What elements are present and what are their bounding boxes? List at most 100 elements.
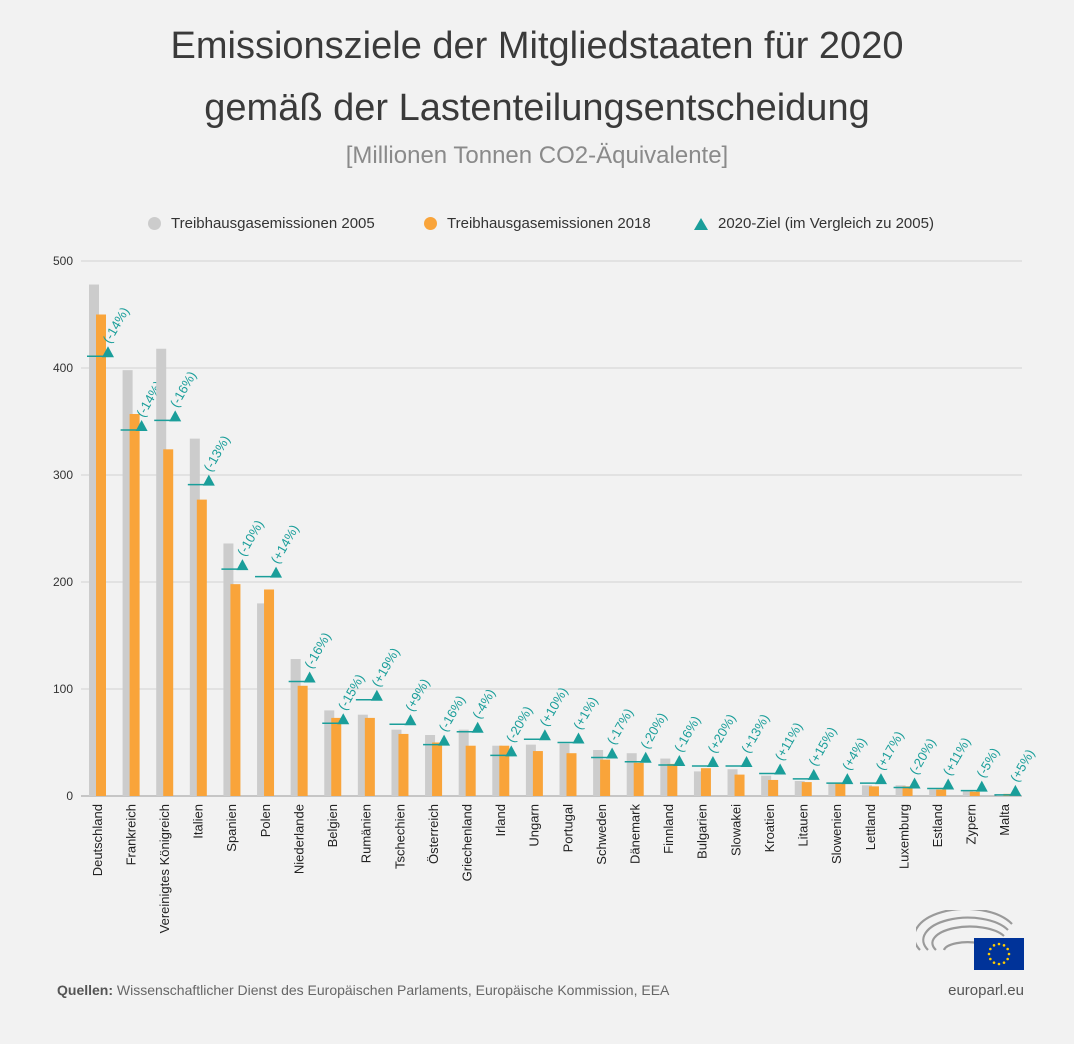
category-label: Lettland bbox=[863, 804, 878, 850]
target-marker bbox=[169, 410, 182, 422]
target-percent-label: (-16%) bbox=[436, 693, 468, 734]
bar-2005 bbox=[962, 790, 973, 796]
source-label: Quellen: bbox=[57, 982, 114, 998]
target-marker bbox=[673, 754, 686, 766]
bar-2005 bbox=[189, 438, 200, 796]
bar-2005 bbox=[861, 785, 872, 796]
category-label: Vereinigtes Königreich bbox=[157, 804, 172, 933]
legend-circle-orange-icon bbox=[424, 217, 437, 230]
category-label: Rumänien bbox=[359, 804, 374, 863]
target-marker bbox=[740, 756, 753, 768]
bar-2005 bbox=[492, 745, 503, 796]
category-label: Bulgarien bbox=[695, 804, 710, 859]
target-percent-label: (-16%) bbox=[301, 630, 333, 671]
target-marker bbox=[639, 751, 652, 763]
bar-2005 bbox=[223, 543, 234, 796]
category-label: Griechenland bbox=[459, 804, 474, 881]
target-percent-label: (-20%) bbox=[906, 736, 938, 777]
target-marker bbox=[975, 780, 988, 792]
target-marker bbox=[337, 713, 350, 725]
eu-star-icon bbox=[989, 947, 992, 951]
bar-2005 bbox=[122, 370, 133, 796]
target-marker bbox=[841, 773, 854, 785]
target-marker bbox=[942, 778, 955, 790]
legend-label-2005: Treibhausgasemissionen 2005 bbox=[171, 215, 375, 232]
bar-2005 bbox=[828, 783, 839, 796]
bar-2005 bbox=[693, 771, 704, 796]
legend-triangle-icon bbox=[694, 217, 708, 230]
target-marker bbox=[370, 689, 383, 701]
eu-star-icon bbox=[997, 962, 1001, 966]
target-marker bbox=[774, 763, 787, 775]
category-label: Deutschland bbox=[90, 804, 105, 876]
bar-2018 bbox=[264, 589, 275, 796]
target-percent-label: (-16%) bbox=[671, 713, 703, 754]
legend-item-2005: Treibhausgasemissionen 2005 bbox=[148, 215, 375, 232]
bar-2018 bbox=[566, 753, 577, 796]
y-tick-label: 200 bbox=[53, 575, 73, 589]
bar-2005 bbox=[727, 769, 738, 796]
target-marker bbox=[404, 714, 417, 726]
target-percent-label: (+10%) bbox=[537, 685, 571, 729]
target-marker bbox=[270, 566, 283, 578]
category-label: Spanien bbox=[224, 804, 239, 852]
bar-2005 bbox=[761, 775, 772, 796]
bar-2005 bbox=[626, 753, 637, 796]
bar-2018 bbox=[432, 742, 443, 796]
bar-2018 bbox=[465, 745, 476, 796]
category-label: Kroatien bbox=[762, 804, 777, 852]
bar-2005 bbox=[458, 729, 469, 796]
target-marker bbox=[1009, 784, 1022, 796]
category-label: Tschechien bbox=[392, 804, 407, 869]
bar-2005 bbox=[257, 603, 268, 796]
bar-2018 bbox=[969, 791, 980, 796]
bar-2005 bbox=[559, 743, 570, 796]
bar-2005 bbox=[895, 785, 906, 796]
chart-title-line1: Emissionsziele der Mitgliedstaaten für 2… bbox=[170, 25, 904, 67]
target-marker bbox=[102, 346, 114, 358]
eu-star-icon bbox=[1002, 961, 1006, 964]
source-text: Wissenschaftlicher Dienst des Europäisch… bbox=[116, 982, 670, 998]
bar-2018 bbox=[667, 763, 678, 796]
target-marker bbox=[874, 773, 887, 785]
target-marker bbox=[807, 768, 820, 780]
category-label: Slowenien bbox=[829, 804, 844, 864]
legend-item-2018: Treibhausgasemissionen 2018 bbox=[424, 215, 651, 232]
category-label: Österreich bbox=[426, 804, 441, 864]
y-tick-label: 300 bbox=[53, 468, 73, 482]
bar-2018 bbox=[600, 759, 611, 796]
bar-2018 bbox=[700, 768, 711, 796]
bar-2018 bbox=[364, 717, 375, 796]
bar-2005 bbox=[794, 781, 805, 796]
target-percent-label: (-5%) bbox=[973, 745, 1002, 780]
target-percent-label: (+13%) bbox=[738, 711, 772, 755]
bar-2018 bbox=[96, 314, 106, 796]
target-marker bbox=[236, 559, 249, 571]
bar-2005 bbox=[324, 710, 335, 796]
bar-2018 bbox=[331, 717, 342, 796]
chart-subtitle: [Millionen Tonnen CO2-Äquivalente] bbox=[345, 142, 729, 169]
target-percent-label: (-17%) bbox=[604, 706, 636, 747]
bar-2005 bbox=[929, 789, 940, 796]
category-label: Portugal bbox=[560, 804, 575, 853]
eu-star-icon bbox=[997, 942, 1001, 946]
target-percent-label: (+1%) bbox=[570, 694, 601, 732]
target-percent-label: (+14%) bbox=[268, 522, 302, 566]
european-parliament-logo bbox=[916, 910, 1024, 970]
eu-star-icon bbox=[1002, 944, 1006, 947]
category-label: Finnland bbox=[661, 804, 676, 854]
bar-2018 bbox=[936, 789, 947, 796]
category-label: Schweden bbox=[594, 804, 609, 865]
site-link[interactable]: europarl.eu bbox=[948, 982, 1024, 999]
target-marker bbox=[202, 474, 215, 486]
source-note: Quellen: Wissenschaftlicher Dienst des E… bbox=[57, 982, 669, 998]
eu-star-icon bbox=[1006, 957, 1009, 961]
target-percent-label: (-10%) bbox=[234, 517, 266, 558]
category-label: Irland bbox=[493, 804, 508, 837]
eu-star-icon bbox=[989, 957, 992, 961]
target-marker bbox=[606, 747, 619, 759]
target-percent-label: (+19%) bbox=[368, 645, 402, 689]
y-tick-label: 100 bbox=[53, 682, 73, 696]
bar-2018 bbox=[499, 745, 510, 796]
target-percent-label: (+20%) bbox=[705, 711, 739, 755]
